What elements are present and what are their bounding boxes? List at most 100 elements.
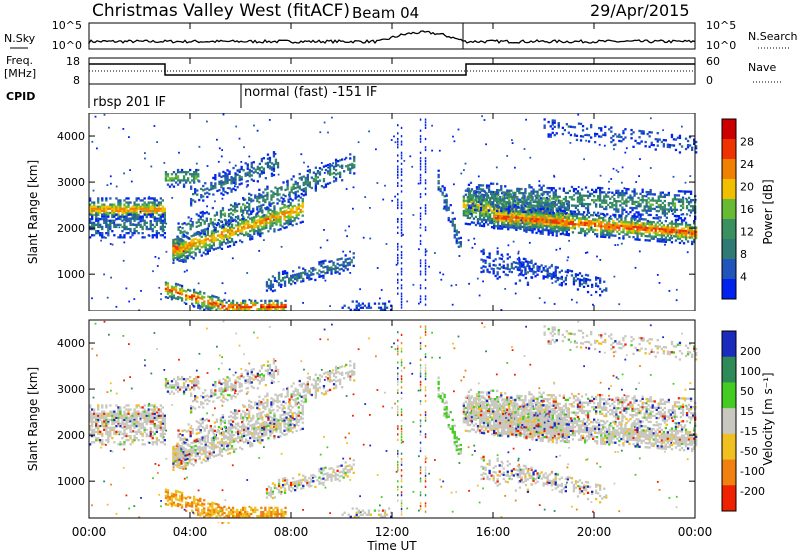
power-cell: [581, 188, 583, 190]
power-cell: [579, 283, 581, 285]
power-cell: [156, 230, 158, 232]
power-cell: [574, 227, 576, 229]
power-cell: [533, 222, 535, 224]
power-cell: [615, 202, 617, 204]
power-cell: [589, 193, 591, 195]
power-cell: [553, 191, 555, 193]
power-cell: [237, 222, 239, 224]
power-cell: [569, 196, 571, 198]
power-cell: [267, 164, 269, 166]
power-cell: [499, 268, 501, 270]
power-cell: [491, 210, 493, 212]
power-cell: [254, 194, 256, 196]
power-cell: [591, 193, 593, 195]
power-cell: [129, 218, 131, 220]
power-cell: [493, 223, 495, 225]
power-cell: [287, 184, 289, 186]
power-cell: [261, 220, 263, 222]
power-cell: [346, 235, 348, 237]
power-cell: [283, 206, 285, 208]
power-cell: [517, 221, 519, 223]
power-cell: [117, 201, 119, 203]
power-cell: [219, 234, 221, 236]
power-cell: [547, 191, 549, 193]
power-cell: [317, 172, 319, 174]
power-cell: [279, 216, 281, 218]
power-cell: [621, 190, 623, 192]
power-cell: [198, 219, 200, 221]
power-cell: [234, 172, 236, 174]
power-cell: [261, 166, 263, 168]
power-cell: [230, 221, 232, 223]
power-cell: [296, 217, 298, 219]
power-cell: [503, 217, 505, 219]
power-cell: [483, 215, 485, 217]
power-cell: [220, 212, 222, 214]
power-cell: [256, 196, 258, 198]
power-cell: [265, 177, 267, 179]
power-cell: [604, 126, 606, 128]
power-cell: [193, 175, 195, 177]
power-cell: [214, 200, 216, 202]
power-cell: [224, 180, 226, 182]
power-cell: [546, 197, 548, 199]
power-cell: [598, 215, 600, 217]
power-cell: [523, 229, 525, 231]
power-cell: [181, 239, 183, 241]
power-cell: [181, 297, 183, 299]
power-cell: [285, 222, 287, 224]
power-cell: [513, 208, 515, 210]
power-cell: [179, 284, 181, 286]
power-cell: [604, 219, 606, 221]
power-cell: [657, 232, 659, 234]
power-cell: [588, 220, 590, 222]
power-cell: [301, 193, 303, 195]
power-cell: [286, 272, 288, 274]
power-cell: [185, 294, 187, 296]
power-cell: [630, 223, 632, 225]
power-cell: [210, 186, 212, 188]
power-cell: [268, 285, 270, 287]
power-cell: [335, 169, 337, 171]
power-cell: [613, 144, 615, 146]
power-cell: [105, 237, 107, 239]
power-cell: [565, 208, 567, 210]
power-cell: [259, 163, 261, 165]
power-cell: [290, 198, 292, 200]
power-cell: [117, 218, 119, 220]
power-cell: [667, 144, 669, 146]
power-cell: [315, 183, 317, 185]
power-cell: [178, 245, 180, 247]
power-cell: [222, 226, 224, 228]
power-cell: [615, 204, 617, 206]
power-cell: [463, 204, 465, 206]
power-cell: [202, 213, 204, 215]
power-cell: [577, 201, 579, 203]
power-cell: [671, 233, 673, 235]
power-cell: [583, 282, 585, 284]
power-cell: [496, 195, 498, 197]
power-cell: [127, 213, 129, 215]
power-cell: [210, 218, 212, 220]
power-cell: [101, 218, 103, 220]
power-cell: [624, 187, 626, 189]
power-cell: [560, 222, 562, 224]
power-cell: [528, 265, 530, 267]
power-cell: [380, 307, 382, 309]
power-cell: [286, 276, 288, 278]
power-cell: [292, 212, 294, 214]
power-cell: [540, 214, 542, 216]
power-cell: [591, 286, 593, 288]
power-cell: [191, 294, 193, 296]
power-cell: [470, 194, 472, 196]
power-cell: [164, 208, 166, 210]
power-cell: [685, 198, 687, 200]
power-cell: [655, 230, 657, 232]
power-cell: [578, 211, 580, 213]
power-cell: [540, 212, 542, 214]
power-cell: [588, 224, 590, 226]
power-cell: [107, 220, 109, 222]
power-cell: [273, 212, 275, 214]
power-cell: [296, 279, 298, 281]
power-cell: [240, 308, 242, 310]
